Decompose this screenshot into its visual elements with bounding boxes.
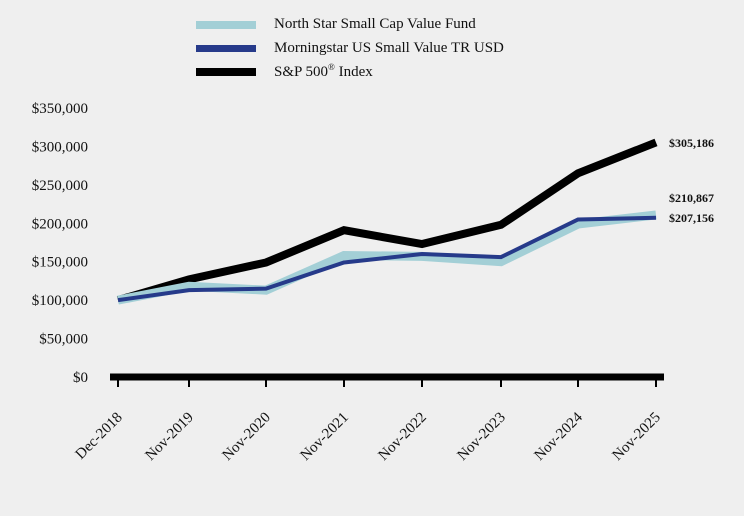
legend-swatch-fund bbox=[196, 20, 256, 29]
legend-label-benchmark: Morningstar US Small Value TR USD bbox=[274, 39, 504, 56]
x-tick-label: Dec-2018 bbox=[73, 410, 126, 463]
series-line-0 bbox=[117, 210, 657, 305]
y-tick-label: $50,000 bbox=[39, 332, 88, 348]
legend: North Star Small Cap Value Fund Mornings… bbox=[196, 13, 504, 84]
y-tick-label: $350,000 bbox=[32, 101, 88, 117]
series-line-2 bbox=[116, 138, 658, 304]
legend-item-fund: North Star Small Cap Value Fund bbox=[196, 13, 504, 37]
legend-label-fund: North Star Small Cap Value Fund bbox=[274, 16, 476, 33]
legend-swatch-benchmark bbox=[196, 44, 256, 52]
y-tick-label: $300,000 bbox=[32, 139, 88, 155]
x-tick-label: Nov-2019 bbox=[143, 410, 197, 464]
x-tick-label: Nov-2023 bbox=[455, 410, 509, 464]
y-tick-label: $150,000 bbox=[32, 255, 88, 271]
series-line-1 bbox=[117, 215, 657, 303]
legend-label-sp500: S&P 500® Index bbox=[274, 62, 373, 81]
y-tick-label: $200,000 bbox=[32, 216, 88, 232]
x-tick-label: Nov-2022 bbox=[376, 410, 430, 464]
x-tick-label: Nov-2020 bbox=[220, 410, 274, 464]
legend-item-benchmark: Morningstar US Small Value TR USD bbox=[196, 37, 504, 61]
x-tick-label: Nov-2024 bbox=[532, 409, 587, 464]
end-value-label: $210,867 bbox=[669, 191, 714, 205]
y-tick-label: $0 bbox=[73, 370, 88, 386]
y-tick-label: $100,000 bbox=[32, 293, 88, 309]
legend-item-sp500: S&P 500® Index bbox=[196, 60, 504, 84]
x-tick-label: Nov-2021 bbox=[298, 410, 352, 464]
legend-swatch-sp500 bbox=[196, 67, 256, 76]
x-tick-label: Nov-2025 bbox=[610, 410, 664, 464]
end-value-label: $207,156 bbox=[669, 211, 714, 225]
y-tick-label: $250,000 bbox=[32, 178, 88, 194]
end-value-label: $305,186 bbox=[669, 136, 714, 150]
